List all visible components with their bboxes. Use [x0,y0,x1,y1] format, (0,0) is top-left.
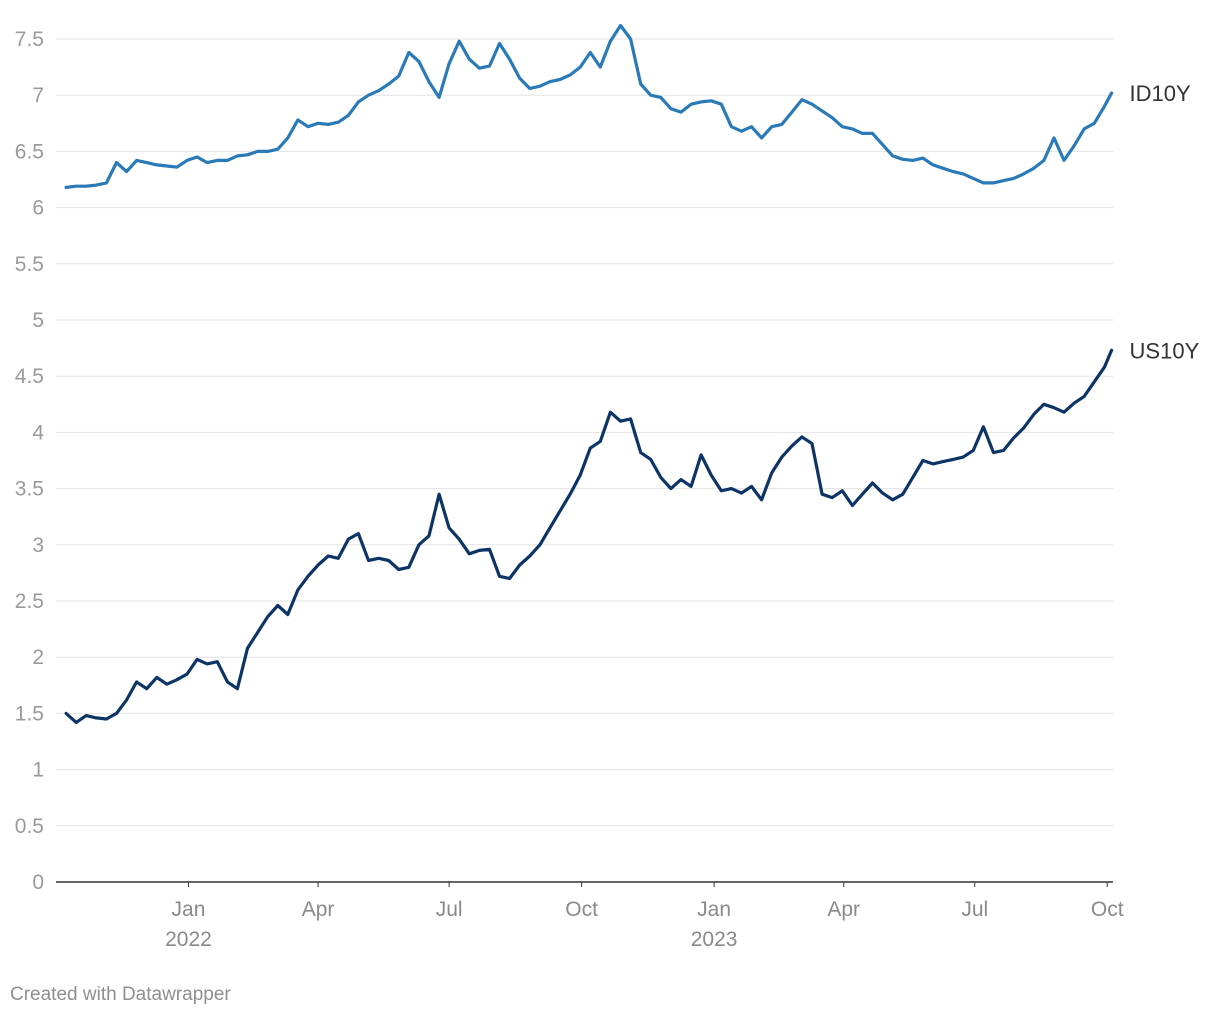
x-tick-label: Jul [436,898,463,921]
y-tick-label: 5 [32,309,44,332]
footer-credit: Created with Datawrapper [10,984,231,1005]
x-tick-label: Jan [172,898,206,921]
y-tick-label: 1 [32,759,44,782]
y-tick-label: 1.5 [15,702,44,725]
x-tick-label: Apr [302,898,335,921]
y-tick-label: 6 [32,197,44,220]
y-tick-label: 3 [32,534,44,557]
y-tick-label: 4 [32,421,44,444]
y-tick-label: 5.5 [15,253,44,276]
x-tick-label: Oct [1091,898,1124,921]
x-tick-label: Jan [697,898,731,921]
x-tick-label: Apr [827,898,860,921]
y-tick-label: 7.5 [15,28,44,51]
gridlines [56,38,1113,883]
x-tick-label: Oct [565,898,598,921]
x-axis: Jan 2022 Apr Jul Oct Jan 2023 Apr Jul Oct [165,882,1124,951]
y-tick-label: 0 [32,871,44,894]
y-tick-label: 7 [32,84,44,107]
series-line-us10y [64,348,1114,724]
x-tick-label: Jul [961,898,988,921]
x-tick-year-label: 2022 [165,928,212,951]
x-tick-year-label: 2023 [691,928,738,951]
series-label-us10y: US10Y [1130,338,1200,363]
y-tick-label: 0.5 [15,815,44,838]
y-tick-label: 2 [32,646,44,669]
y-tick-label: 2.5 [15,590,44,613]
y-tick-label: 4.5 [15,365,44,388]
series-label-id10y: ID10Y [1130,81,1191,106]
y-axis: 0 0.5 1 1.5 2 2.5 3 3.5 4 4.5 5 5.5 6 6.5 7 7.5 [15,28,45,894]
series-line-id10y [64,23,1114,189]
y-tick-label: 6.5 [15,140,44,163]
y-tick-label: 3.5 [15,478,44,501]
series-lines [64,23,1114,724]
series-labels: ID10Y US10Y [1130,81,1200,363]
